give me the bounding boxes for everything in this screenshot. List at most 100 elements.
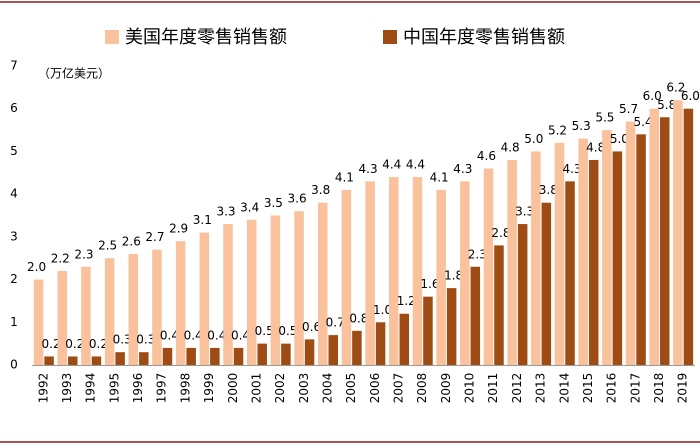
bar (33, 279, 44, 365)
value-label: 0.4 (231, 328, 250, 342)
y-tick-label: 5 (10, 144, 18, 158)
value-label: 4.4 (382, 158, 401, 172)
value-label: 6.0 (643, 89, 662, 103)
value-label: 3.5 (264, 196, 283, 210)
value-label: 1.2 (397, 294, 416, 308)
x-tick-label: 1994 (84, 373, 98, 404)
bar (186, 347, 196, 365)
bar (565, 181, 575, 365)
value-label: 0.2 (42, 337, 61, 351)
bar (294, 211, 304, 365)
value-label: 3.3 (216, 205, 235, 219)
y-tick-label: 0 (10, 358, 18, 372)
value-label: 3.4 (240, 200, 259, 214)
bar (365, 181, 375, 365)
bar (683, 108, 694, 365)
value-label: 0.4 (207, 328, 226, 342)
y-tick-label: 7 (10, 59, 18, 73)
value-label: 4.3 (562, 162, 581, 176)
value-label: 5.7 (619, 102, 638, 116)
bar (328, 335, 338, 365)
value-label: 0.4 (184, 328, 203, 342)
value-label: 2.8 (491, 226, 510, 240)
value-label: 2.6 (122, 234, 141, 248)
bar (389, 177, 399, 365)
x-tick-label: 2010 (463, 373, 477, 404)
bar (436, 189, 446, 365)
bar (304, 339, 315, 365)
bar (44, 356, 54, 365)
value-label: 0.7 (326, 316, 345, 330)
value-label: 2.3 (74, 247, 93, 261)
x-tick-label: 2012 (510, 373, 524, 404)
value-label: 0.6 (302, 320, 321, 334)
bar (223, 224, 233, 365)
value-label: 2.7 (145, 230, 164, 244)
value-label: 4.6 (477, 149, 496, 163)
legend-label: 美国年度零售销售额 (125, 27, 287, 48)
x-tick-label: 2014 (557, 373, 571, 404)
bar (399, 313, 410, 365)
bar (281, 343, 291, 365)
bar (483, 168, 494, 365)
bar (541, 202, 552, 365)
x-tick-label: 2005 (344, 373, 358, 404)
bar (625, 121, 636, 366)
bar (210, 347, 220, 365)
value-label: 0.3 (136, 333, 155, 347)
x-tick-label: 2001 (249, 373, 263, 404)
bar (139, 352, 149, 365)
value-label: 3.1 (193, 213, 212, 227)
bar (152, 249, 162, 365)
y-tick-label: 4 (10, 187, 18, 201)
bar (470, 266, 481, 365)
bar (636, 134, 646, 365)
x-tick-label: 1992 (36, 373, 50, 404)
value-label: 0.4 (160, 328, 179, 342)
value-label: 2.9 (169, 222, 188, 236)
value-label: 4.3 (359, 162, 378, 176)
value-label: 3.6 (288, 192, 307, 206)
bar (517, 224, 528, 365)
value-label: 1.0 (373, 303, 392, 317)
value-label: 1.8 (444, 269, 463, 283)
bar (375, 322, 386, 365)
bar (233, 347, 244, 365)
value-label: 0.2 (89, 337, 108, 351)
bar (246, 219, 257, 365)
value-label: 2.3 (468, 247, 487, 261)
bar (494, 245, 504, 365)
value-label: 2.2 (51, 252, 70, 266)
value-label: 6.2 (666, 81, 685, 95)
bar (104, 258, 115, 365)
x-tick-label: 2003 (297, 373, 311, 404)
bar (162, 347, 173, 365)
x-tick-label: 2019 (676, 373, 690, 404)
value-label: 4.8 (586, 140, 605, 154)
value-label: 4.8 (501, 140, 520, 154)
bar (531, 151, 541, 365)
x-tick-label: 2002 (273, 373, 287, 404)
x-tick-label: 2006 (368, 373, 382, 404)
bar (446, 288, 457, 365)
value-label: 3.3 (515, 205, 534, 219)
value-label: 5.0 (524, 132, 543, 146)
bar (257, 343, 267, 365)
value-label: 0.5 (278, 324, 297, 338)
x-tick-label: 1999 (202, 373, 216, 404)
y-tick-label: 2 (10, 272, 18, 286)
value-label: 2.5 (98, 239, 117, 253)
value-label: 5.8 (657, 98, 676, 112)
x-tick-label: 2015 (581, 373, 595, 404)
bar (317, 202, 328, 365)
value-label: 0.8 (349, 311, 368, 325)
x-tick-label: 1995 (107, 373, 121, 404)
bar (554, 142, 565, 365)
x-tick-label: 2008 (415, 373, 429, 404)
bar (507, 159, 517, 365)
x-tick-label: 2009 (439, 373, 453, 404)
value-label: 4.4 (406, 158, 425, 172)
legend-swatch (383, 30, 397, 44)
value-label: 0.5 (255, 324, 274, 338)
